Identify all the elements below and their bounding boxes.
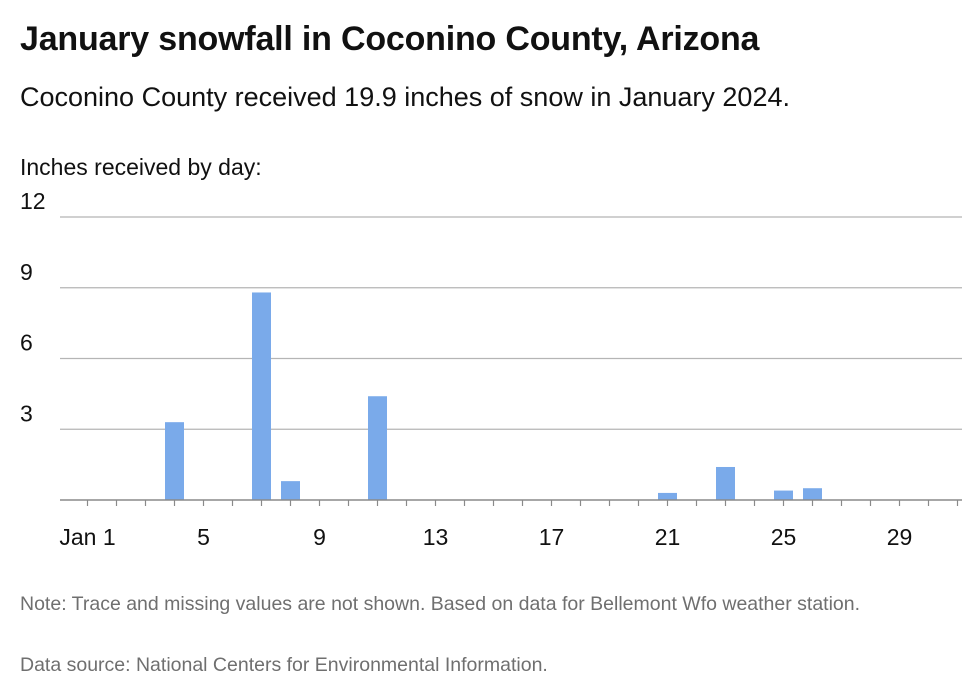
snowfall-bar-chart: 3 6 9 12 Jan 1 5 9 13 17 21 25 29 (20, 190, 962, 550)
bar-jan-11 (368, 396, 387, 500)
x-tick-label: Jan 1 (59, 524, 115, 550)
bar-jan-25 (774, 490, 793, 500)
chart-title: January snowfall in Coconino County, Ari… (20, 20, 760, 58)
y-tick-label: 12 (20, 190, 46, 214)
grid-lines (60, 216, 962, 430)
x-tick-label: 17 (539, 524, 565, 550)
x-tick-label: 21 (655, 524, 681, 550)
y-axis-label: Inches received by day: (20, 154, 262, 180)
y-tick-label: 6 (20, 330, 33, 356)
bar-jan-26 (803, 488, 822, 500)
data-source: Data source: National Centers for Enviro… (20, 654, 548, 676)
bar-jan-8 (281, 481, 300, 500)
axes (60, 499, 962, 506)
y-tick-label: 3 (20, 400, 33, 426)
x-tick-label: 13 (423, 524, 449, 550)
bars (165, 292, 822, 500)
x-tick-label: 5 (197, 524, 210, 550)
tick-labels: 3 6 9 12 Jan 1 5 9 13 17 21 25 29 (20, 190, 912, 550)
bar-jan-4 (165, 422, 184, 500)
y-tick-label: 9 (20, 259, 33, 285)
x-tick-label: 25 (771, 524, 797, 550)
chart-subtitle: Coconino County received 19.9 inches of … (20, 82, 790, 112)
x-tick-label: 29 (887, 524, 913, 550)
bar-jan-23 (716, 466, 735, 500)
bar-jan-21 (658, 492, 677, 500)
chart-note: Note: Trace and missing values are not s… (20, 593, 861, 615)
bar-jan-7 (252, 292, 271, 500)
x-tick-label: 9 (313, 524, 326, 550)
